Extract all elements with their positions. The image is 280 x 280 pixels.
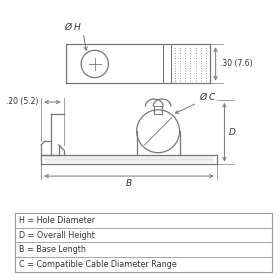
Text: D = Overall Height: D = Overall Height xyxy=(19,230,94,240)
Text: Ø H: Ø H xyxy=(64,23,81,32)
Text: .20 (5.2): .20 (5.2) xyxy=(6,97,38,106)
Text: B: B xyxy=(126,179,132,188)
Text: .30 (7.6): .30 (7.6) xyxy=(220,59,252,68)
Text: H = Hole Diameter: H = Hole Diameter xyxy=(19,216,95,225)
Text: C = Compatible Cable Diameter Range: C = Compatible Cable Diameter Range xyxy=(19,260,176,269)
Text: D: D xyxy=(228,128,235,137)
Text: B = Base Length: B = Base Length xyxy=(19,245,86,254)
Text: Ø C: Ø C xyxy=(199,93,215,102)
